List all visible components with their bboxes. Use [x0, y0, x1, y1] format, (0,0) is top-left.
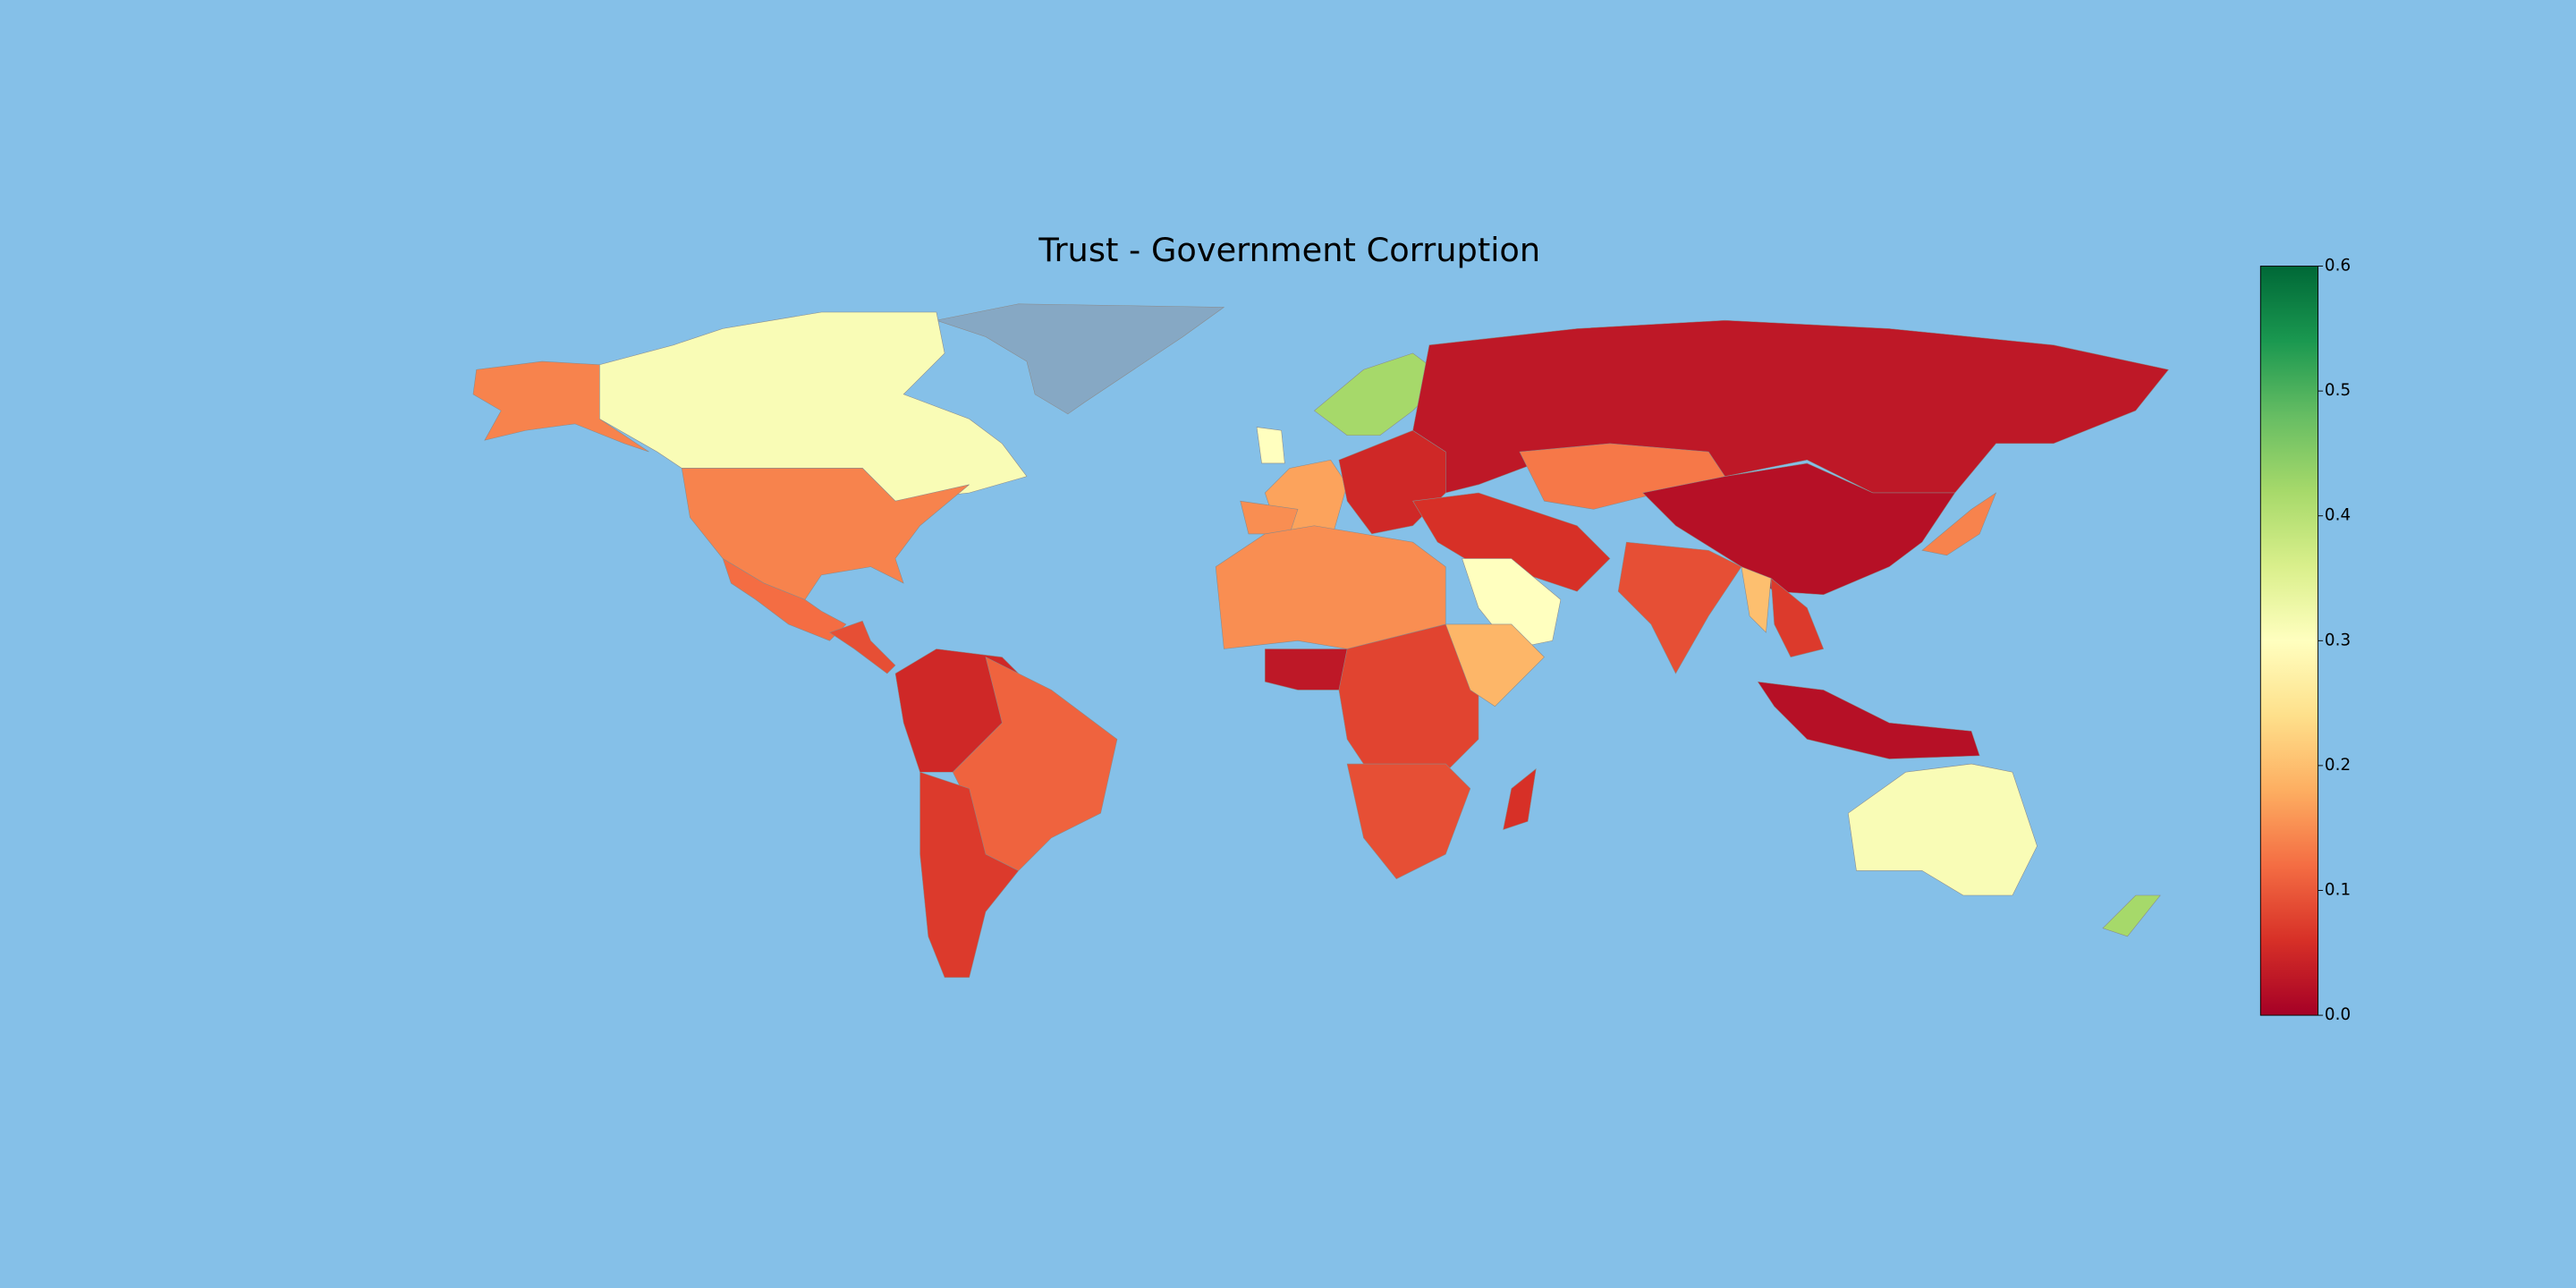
country-region — [2102, 894, 2161, 937]
country-region — [1921, 492, 1997, 556]
country-region — [1741, 566, 1772, 633]
map-title: Trust - Government Corruption — [1038, 231, 1540, 269]
map-canvas: Trust - Government Corruption 0.00.10.20… — [472, 231, 2351, 1024]
country-region — [1264, 648, 1364, 691]
colorbar-tick-label: 0.4 — [2325, 506, 2351, 525]
country-region — [1617, 541, 1742, 674]
country-region — [1770, 577, 1825, 658]
country-region — [828, 620, 896, 674]
country-region — [919, 771, 1020, 979]
colorbar-scale — [2259, 266, 2319, 1016]
country-region — [1215, 525, 1446, 649]
country-region — [472, 360, 649, 453]
country-region — [1256, 427, 1285, 464]
country-region — [1445, 623, 1545, 708]
regions — [472, 311, 2169, 979]
colorbar-tick-label: 0.3 — [2325, 631, 2351, 649]
country-region — [1642, 462, 1956, 596]
no-data-region — [935, 303, 1225, 415]
colorbar-tick-label: 0.5 — [2325, 381, 2351, 400]
country-region — [1503, 767, 1537, 830]
colorbar-tick-label: 0.1 — [2325, 880, 2351, 899]
colorbar: 0.0 0.1 0.2 0.3 0.4 0.5 0.6 — [2259, 257, 2351, 1024]
country-region — [1346, 763, 1471, 879]
colorbar-tick-label: 0.6 — [2325, 257, 2351, 275]
country-region — [1462, 558, 1562, 649]
country-region — [1847, 763, 2038, 896]
country-region — [1757, 681, 1980, 759]
country-region — [599, 311, 1028, 502]
country-region — [1412, 492, 1611, 592]
colorbar-tick-label: 0.0 — [2325, 1005, 2351, 1024]
colorbar-tick-label: 0.2 — [2325, 756, 2351, 775]
